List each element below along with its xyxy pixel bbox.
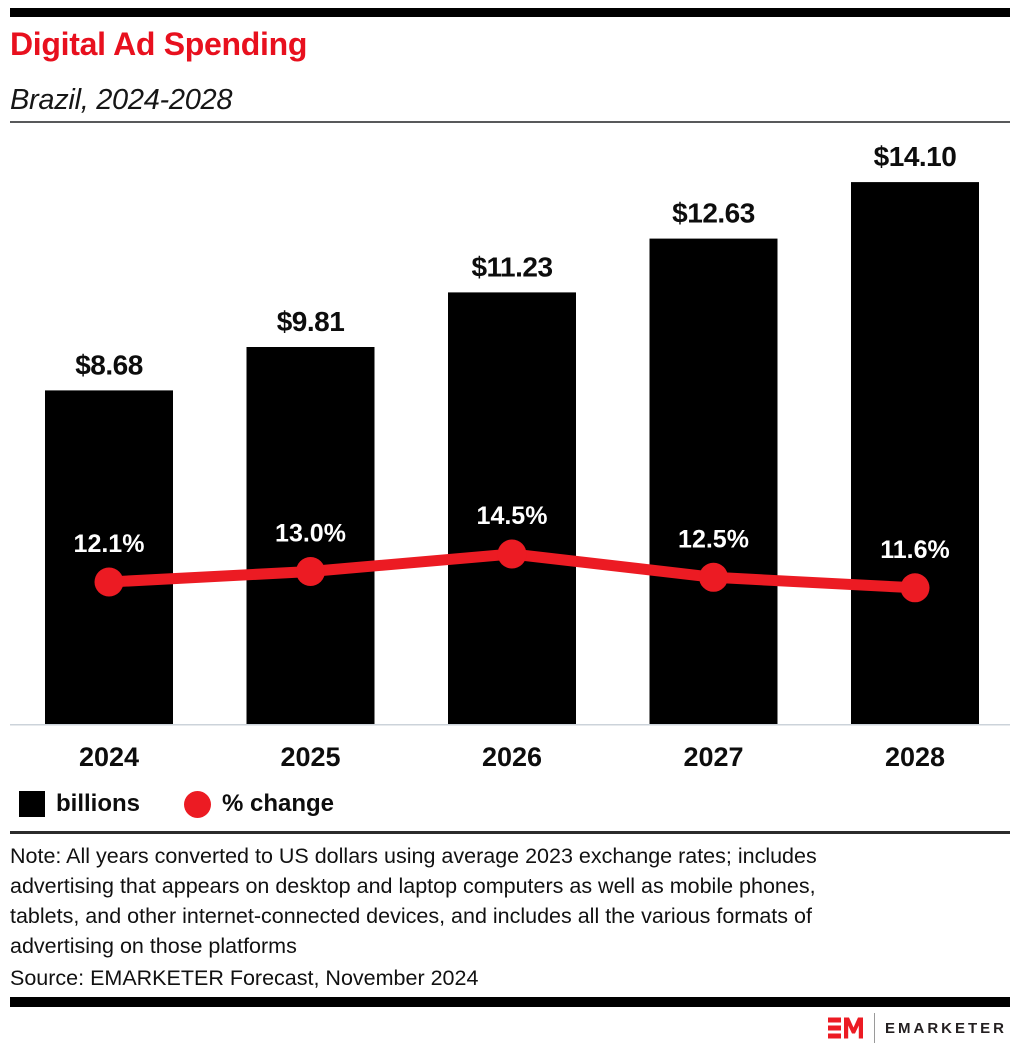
pct-change-label: 11.6% [880,536,950,564]
bar-2024 [45,390,173,724]
x-axis-label-2026: 2026 [482,742,542,772]
bottom-accent-bar [10,997,1010,1007]
emarketer-logo-text: EMARKETER [884,1019,1007,1037]
bar-value-label: $8.68 [75,349,143,380]
footnote-block: Note: All years converted to US dollars … [10,841,1005,993]
x-axis-label-2025: 2025 [280,742,340,772]
legend-item-billions: billions [19,790,140,818]
legend-label: billions [56,790,140,817]
trend-dot-2024 [94,567,124,597]
pct-change-label: 13.0% [275,520,346,548]
legend-item-pct-change: % change [184,790,334,818]
page-title: Digital Ad Spending [10,26,308,62]
bar-line-chart: $8.68 $9.81 $11.23 $12.63 $14.10 12.1% 13.0% 14… [10,141,1010,772]
pct-change-label: 12.5% [678,525,749,553]
note-line: Note: All years converted to US dollars … [10,844,817,868]
note-line: advertising on those platforms [10,934,297,958]
chart-legend: billions % change [19,790,334,818]
x-axis-label-2028: 2028 [885,742,945,772]
pct-change-label: 14.5% [477,502,548,530]
note-divider [10,831,1010,834]
trend-dot-2028 [900,573,930,603]
bar-2028 [851,182,979,725]
trend-dot-2025 [296,557,325,586]
bar-2026 [448,292,576,724]
bar-2025 [246,347,375,724]
top-accent-bar [10,8,1010,17]
page-subtitle: Brazil, 2024-2028 [10,84,233,116]
billions-square-swatch [19,791,45,817]
brand-footer: EMARKETER [827,1012,1007,1044]
logo-separator [873,1013,875,1043]
trend-dot-2026 [497,539,527,569]
pct-change-label: 12.1% [74,530,145,558]
emarketer-logo-icon [827,1017,863,1039]
bar-value-label: $11.23 [471,251,552,282]
bar-value-label: $12.63 [672,198,755,229]
bar-value-label: $9.81 [277,306,345,337]
x-axis-label-2024: 2024 [79,742,139,772]
trend-dot-2027 [699,562,728,592]
legend-label: % change [222,790,335,817]
header-divider [10,121,1010,123]
bar-2027 [649,238,778,724]
x-axis-label-2027: 2027 [683,742,743,772]
pct-change-circle-swatch [184,790,211,818]
bar-value-label: $14.10 [874,141,957,172]
source-line: Source: EMARKETER Forecast, November 202… [10,966,479,990]
note-line: tablets, and other internet-connected de… [10,904,812,928]
note-line: advertising that appears on desktop and … [10,874,816,898]
